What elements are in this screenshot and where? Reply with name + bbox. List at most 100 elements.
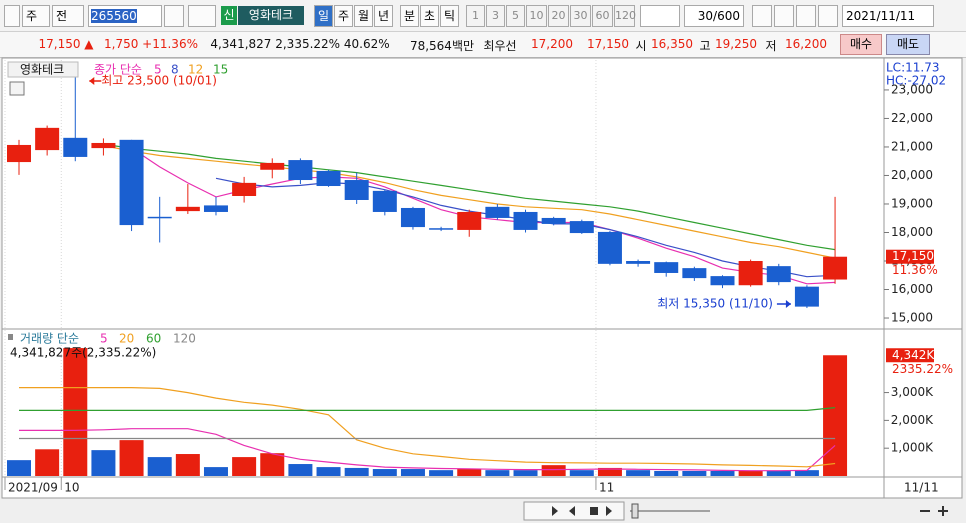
candle-body	[288, 160, 313, 181]
volume-bar	[119, 440, 144, 476]
count-input[interactable]: 30/600	[684, 5, 744, 27]
search-button[interactable]	[164, 5, 184, 27]
candle-body	[766, 266, 791, 283]
scroll-back[interactable]	[569, 506, 575, 516]
tool-icon[interactable]	[774, 5, 794, 27]
candle-body	[597, 231, 622, 264]
ma-line	[103, 143, 836, 251]
candle-body	[823, 256, 848, 280]
legend-entry: 5	[100, 332, 108, 346]
quote-open: 16,350	[651, 37, 693, 51]
period-button[interactable]: 분	[400, 5, 419, 27]
candle-body	[400, 207, 425, 228]
sound-button[interactable]	[188, 5, 216, 27]
quote-high: 19,250	[715, 37, 757, 51]
y-tick-label: 20,000	[891, 168, 933, 182]
interval-button[interactable]: 5	[506, 5, 525, 27]
indicator-label: HC:-27.02	[886, 74, 946, 88]
tool-icon[interactable]	[796, 5, 816, 27]
candle-body	[682, 268, 707, 279]
volume-bar	[766, 470, 791, 476]
candle-body	[654, 262, 679, 273]
volume-bar	[823, 355, 848, 476]
quote-ask: 17,200	[531, 37, 573, 51]
interval-button[interactable]: 20	[548, 5, 569, 27]
legend-entry: 120	[173, 332, 196, 346]
sell-button[interactable]: 매도	[886, 34, 930, 55]
x-tick-label: 2021/09	[8, 481, 58, 495]
annotation-low: 최저 15,350 (11/10)	[657, 297, 773, 311]
period-button[interactable]: 월	[354, 5, 373, 27]
menu-icon[interactable]	[4, 5, 20, 27]
scroll-controls	[523, 501, 948, 521]
legend-entry: 15	[213, 63, 228, 77]
interval-select[interactable]	[640, 5, 680, 27]
interval-button[interactable]: 60	[592, 5, 613, 27]
grid-icon[interactable]	[9, 81, 25, 96]
legend-entry: 5	[154, 63, 162, 77]
chart: 2021/09101111/1115,00016,00017,00018,000…	[0, 57, 966, 523]
quote-row: 17,150 ▲ 1,750 +11.36% 4,341,827 2,335.22%…	[0, 32, 966, 58]
quote-price: 17,150 ▲	[38, 37, 94, 51]
quote-volume: 4,341,827 2,335.22% 40.62%	[210, 37, 390, 51]
zoom-handle[interactable]	[631, 503, 639, 519]
volume-bar	[232, 457, 257, 476]
interval-button[interactable]: 10	[526, 5, 547, 27]
scroll-bar	[0, 499, 966, 523]
last-price-tag	[886, 249, 934, 264]
volume-bar	[260, 453, 285, 476]
interval-button[interactable]: 1	[466, 5, 485, 27]
volume-bar	[485, 470, 510, 476]
ma-line	[103, 144, 836, 259]
volume-bar	[91, 450, 116, 476]
ma-line	[19, 407, 836, 411]
market-select[interactable]: 주	[22, 5, 50, 27]
date-input[interactable]: 2021/11/11	[842, 5, 934, 27]
period-button[interactable]: 틱	[440, 5, 459, 27]
y-tick-label: 2,000K	[891, 413, 934, 427]
period-button[interactable]: 년	[374, 5, 393, 27]
buy-button[interactable]: 매수	[840, 34, 882, 55]
legend-entry: 60	[146, 332, 161, 346]
period-button[interactable]: 주	[334, 5, 353, 27]
x-tick-label: 10	[64, 481, 79, 495]
scroll-stop[interactable]	[590, 507, 598, 515]
quote-best-label: 최우선	[483, 39, 517, 53]
y-tick-label: 3,000K	[891, 385, 934, 399]
quote-bid: 17,150	[587, 37, 629, 51]
period-button[interactable]: 일	[314, 5, 333, 27]
annotation-arrowhead	[89, 77, 95, 85]
candle-body	[738, 261, 763, 286]
tool-icon[interactable]	[818, 5, 838, 27]
quote-change: 1,750 +11.36%	[104, 37, 198, 51]
volume-bar	[597, 467, 622, 476]
code-text: 265560	[91, 9, 137, 23]
candle-body	[91, 142, 116, 149]
volume-bar	[35, 449, 60, 476]
ma-label: 종가 단순	[94, 63, 142, 77]
interval-button[interactable]: 120	[614, 5, 636, 27]
quote-open-label: 시	[635, 39, 647, 53]
tool-icon[interactable]	[752, 5, 772, 27]
code-input[interactable]: 265560	[88, 5, 162, 27]
candle-body	[457, 211, 482, 230]
volume-bar	[569, 470, 594, 476]
scroll-forward[interactable]	[606, 506, 612, 516]
y-tick-label: 16,000	[891, 282, 933, 296]
volume-bar	[513, 470, 538, 476]
scroll-play[interactable]	[552, 506, 558, 516]
candle-body	[513, 211, 538, 230]
quote-amount: 78,564백만	[409, 39, 475, 53]
stock-name[interactable]: 영화테크	[238, 6, 304, 25]
volume-bar	[372, 469, 397, 476]
y-tick-label: 1,000K	[891, 441, 934, 455]
period-button[interactable]: 초	[420, 5, 439, 27]
interval-button[interactable]: 3	[486, 5, 505, 27]
prev-select[interactable]: 전	[52, 5, 84, 27]
interval-button[interactable]: 30	[570, 5, 591, 27]
quote-low-label: 저	[765, 39, 777, 53]
x-tick-label: 11	[599, 481, 614, 495]
chart-frame	[1, 57, 963, 499]
volume-bar	[400, 469, 425, 476]
